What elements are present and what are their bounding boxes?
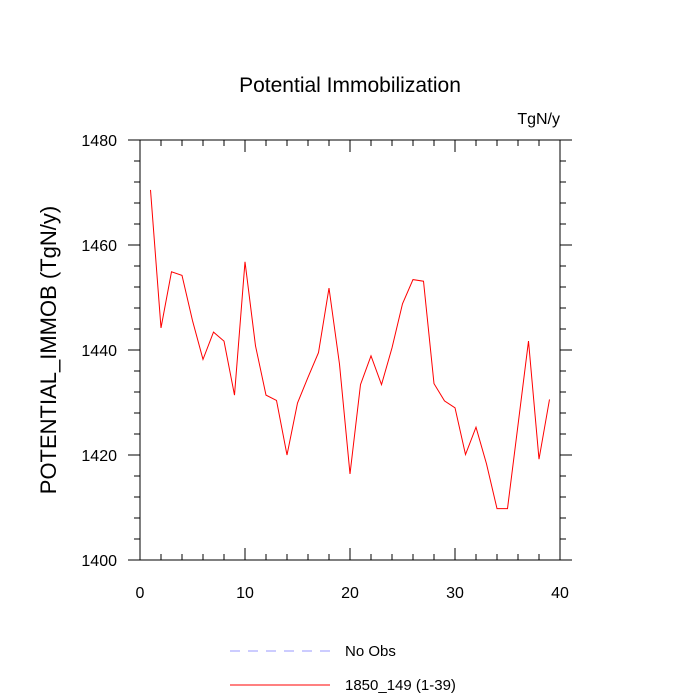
y-tick-label: 1460 xyxy=(81,238,117,255)
series-line-0 xyxy=(150,189,550,510)
plot-frame xyxy=(139,139,561,561)
y-tick-label: 1400 xyxy=(81,553,117,570)
y-tick-label: 1480 xyxy=(81,133,117,150)
series-layer xyxy=(150,189,550,510)
chart-title: Potential Immobilization xyxy=(239,74,461,97)
axis-ticks xyxy=(128,139,572,561)
x-tick-labels: 0 10 20 30 40 xyxy=(136,585,569,602)
units-label: TgN/y xyxy=(517,111,560,128)
y-tick-label: 1420 xyxy=(81,448,117,465)
x-tick-label: 10 xyxy=(236,585,254,602)
x-tick-label: 20 xyxy=(341,585,359,602)
legend: No Obs 1850_149 (1-39) xyxy=(230,643,456,694)
x-tick-label: 0 xyxy=(136,585,145,602)
y-tick-label: 1440 xyxy=(81,343,117,360)
legend-label-1850-149: 1850_149 (1-39) xyxy=(345,677,456,694)
legend-label-no-obs: No Obs xyxy=(345,643,396,660)
y-tick-labels: 1400 1420 1440 1460 1480 xyxy=(81,133,117,570)
x-tick-label: 40 xyxy=(551,585,569,602)
y-axis-label: POTENTIAL_IMMOB (TgN/y) xyxy=(36,206,61,494)
x-tick-label: 30 xyxy=(446,585,464,602)
